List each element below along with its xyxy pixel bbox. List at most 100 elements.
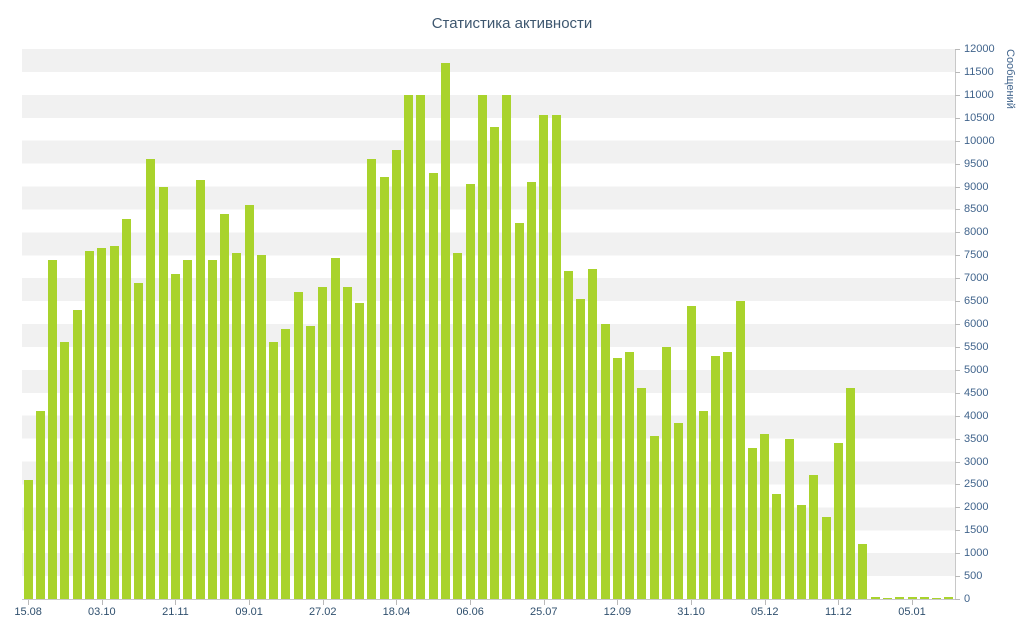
y-axis-tick-label: 3000 [964, 455, 989, 468]
bar [207, 259, 217, 599]
y-axis-tick-label: 8500 [964, 203, 989, 216]
y-axis-tick [955, 301, 960, 303]
bar [97, 248, 107, 599]
x-axis-tick [101, 600, 103, 605]
bar [441, 62, 451, 599]
x-axis-label: 05.01 [898, 606, 926, 618]
bar [404, 94, 414, 599]
x-axis-tick [249, 600, 251, 605]
bar [72, 310, 82, 599]
bar [183, 259, 193, 599]
y-axis-tick-label: 11000 [964, 88, 994, 101]
bar [465, 184, 475, 599]
bar [735, 301, 745, 599]
bar [637, 388, 647, 599]
bar [797, 505, 807, 599]
x-axis-label: 03.10 [88, 606, 116, 618]
y-axis-tick [955, 49, 960, 50]
x-axis-label: 31.10 [677, 606, 705, 618]
bar [858, 544, 868, 599]
x-axis: 15.08 03.10 21.11 09.01 27.02 18.04 06.06 25.07… [14, 600, 955, 624]
bar [121, 218, 131, 599]
bar [281, 328, 291, 599]
y-axis-tick-label: 500 [964, 570, 983, 583]
x-axis-tick [543, 600, 545, 605]
bar [625, 351, 635, 599]
x-axis-tick [175, 600, 177, 605]
y-axis-tick [955, 186, 960, 188]
bar [220, 214, 230, 599]
bar [367, 159, 377, 599]
bar [539, 115, 549, 599]
y-axis-tick-label: 9000 [964, 180, 989, 193]
bar [809, 475, 819, 599]
y-axis-tick [955, 71, 960, 73]
x-axis-label: 09.01 [235, 606, 263, 618]
bar [477, 94, 487, 599]
y-axis-tick-label: 7500 [964, 249, 989, 262]
bar [35, 411, 45, 599]
y-axis-tick [955, 415, 960, 417]
y-axis-tick-label: 11500 [964, 65, 994, 78]
y-axis-tick [955, 438, 960, 440]
y-axis-tick-label: 10000 [964, 134, 995, 147]
x-axis-label: 15.08 [14, 606, 42, 618]
bar [846, 388, 856, 599]
x-axis-tick [764, 600, 766, 605]
bar [612, 358, 622, 599]
bar [244, 204, 254, 599]
x-axis-label: 11.12 [825, 606, 852, 618]
bar [907, 597, 917, 599]
bar [747, 447, 757, 599]
bar [305, 326, 315, 599]
y-axis-tick [955, 140, 960, 142]
bar [882, 597, 892, 599]
bar [588, 269, 598, 599]
bar [711, 356, 721, 599]
bar [134, 282, 144, 599]
bar [760, 434, 770, 599]
y-axis-tick [955, 530, 960, 532]
y-axis: 0 500 1000 1500 2000 2500 3000 3500 4000 4500 5000… [955, 43, 1024, 605]
bar [355, 303, 365, 599]
bar [919, 596, 929, 599]
x-axis-tick [617, 600, 619, 605]
bar [698, 411, 708, 599]
y-axis-tick [955, 278, 960, 280]
bar [821, 516, 831, 599]
bar [932, 597, 942, 599]
y-axis-tick-label: 0 [964, 593, 971, 605]
bar [870, 597, 880, 599]
y-axis-tick [955, 369, 960, 371]
y-axis-tick [955, 117, 960, 119]
x-axis-tick [28, 600, 30, 605]
bar [576, 298, 586, 599]
x-axis-tick [912, 600, 914, 605]
y-axis-tick-label: 4500 [964, 386, 989, 399]
bar [146, 159, 156, 599]
x-axis-label: 06.06 [456, 606, 484, 618]
plot-area [22, 49, 955, 599]
bar [514, 223, 524, 599]
bar [944, 597, 954, 599]
x-axis-tick [322, 600, 324, 605]
y-axis-tick-label: 3500 [964, 432, 989, 445]
x-axis-tick [396, 600, 398, 605]
y-axis-tick [955, 507, 960, 509]
x-axis-label: 25.07 [529, 606, 558, 618]
bar [784, 438, 794, 599]
x-axis-label: 12.09 [603, 606, 632, 618]
bar [170, 273, 180, 599]
y-axis-tick-label: 1500 [964, 524, 989, 537]
y-axis-tick-label: 6500 [964, 295, 989, 308]
chart-title: Статистика активности [431, 15, 593, 32]
x-axis-label: 27.02 [309, 606, 337, 618]
y-axis-tick-label: 9500 [964, 157, 989, 170]
y-axis-tick [955, 94, 960, 96]
bar [453, 252, 463, 599]
bar [563, 271, 573, 599]
bar [48, 259, 58, 599]
y-axis-tick [955, 576, 960, 578]
bar [318, 287, 328, 599]
